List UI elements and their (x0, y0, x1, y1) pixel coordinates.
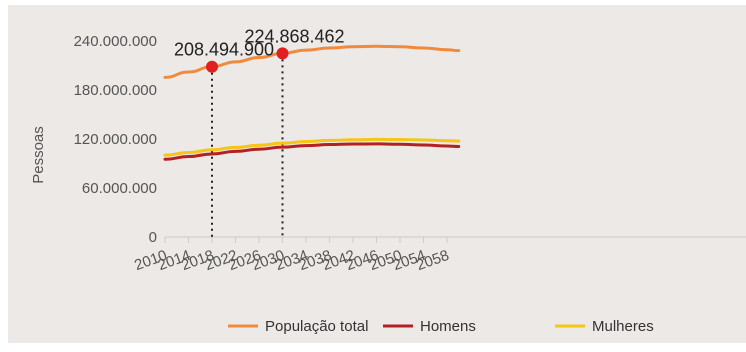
legend-label: População total (265, 318, 368, 335)
y-tick-label: 240.000.000 (74, 33, 157, 50)
y-tick-label: 120.000.000 (74, 131, 157, 148)
y-tick-label: 60.000.000 (82, 180, 157, 197)
plot-background (8, 5, 746, 343)
annotation-point (276, 47, 289, 60)
series-line-2 (163, 142, 461, 161)
annotation-label: 224.868.462 (244, 26, 344, 46)
annotation-point (206, 60, 218, 73)
legend-label: Homens (420, 318, 476, 335)
y-tick-label: 180.000.000 (74, 82, 157, 99)
series-line-3 (163, 137, 461, 157)
legend-label: Mulheres (592, 318, 654, 335)
annotation-label: 208.494.900 (174, 40, 274, 60)
y-tick-label: 0 (149, 229, 157, 246)
y-axis-label: Pessoas (30, 126, 47, 184)
